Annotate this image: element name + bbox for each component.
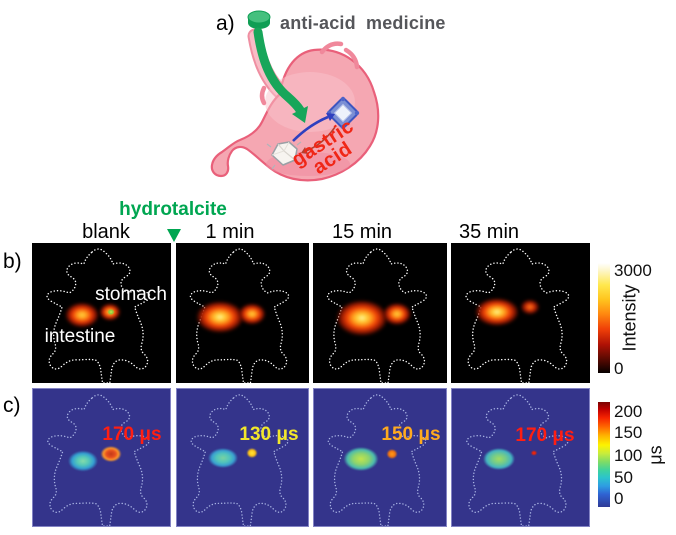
colorbar-intensity bbox=[598, 263, 610, 373]
stomach-blob bbox=[238, 303, 266, 325]
intestine-blob bbox=[475, 298, 519, 326]
lifetime-value: 130 μs bbox=[239, 424, 299, 445]
intestine-blob bbox=[65, 302, 99, 328]
colorbar-intensity-min: 0 bbox=[614, 359, 624, 378]
mouse-outline-icon bbox=[466, 394, 569, 526]
lifetime-value: 170 μs bbox=[102, 424, 162, 445]
column-header-15min: 15 min bbox=[331, 221, 393, 243]
nanoparticle-blue-icon bbox=[326, 96, 360, 130]
panel-c-label: c) bbox=[3, 394, 21, 417]
mouse-outline-icon bbox=[465, 248, 570, 383]
green-arrow-icon bbox=[253, 27, 308, 123]
stomach-blob bbox=[246, 448, 258, 458]
motion-arc-icon bbox=[343, 47, 360, 70]
column-header-blank: blank bbox=[82, 221, 130, 243]
mouse-outline-icon bbox=[190, 394, 289, 526]
stomach-blob bbox=[100, 446, 122, 462]
motion-arc-icon bbox=[259, 85, 267, 106]
intestine-blob bbox=[336, 300, 388, 336]
stomach-blob-core bbox=[107, 309, 115, 315]
colorbar-lifetime-tick: 50 bbox=[614, 468, 633, 487]
nanoparticle-white-icon bbox=[266, 141, 303, 170]
intestine-blob bbox=[343, 447, 379, 471]
colorbar-lifetime bbox=[598, 402, 610, 507]
injection-marker-icon bbox=[167, 229, 181, 242]
stomach-blob bbox=[386, 449, 398, 459]
scan-b-15min bbox=[313, 243, 447, 383]
colorbar-lifetime-tick: 0 bbox=[614, 489, 624, 508]
intestine-blob bbox=[196, 301, 244, 333]
organ-label-intestine: intestine bbox=[44, 326, 116, 347]
stomach-blob bbox=[531, 450, 537, 456]
colorbar-lifetime-tick: 150 bbox=[614, 423, 643, 442]
stomach-illustration bbox=[210, 10, 380, 182]
scan-b-blank: stomach intestine bbox=[32, 243, 171, 383]
acid-return-arrow-icon bbox=[301, 126, 336, 154]
lifetime-value: 150 μs bbox=[381, 424, 441, 445]
colorbar-intensity-title: Intensity bbox=[619, 284, 640, 352]
scan-c-blank: 170 μs bbox=[32, 388, 171, 527]
antacid-pill-icon bbox=[247, 10, 271, 29]
acid-neutralize-arrow-icon bbox=[292, 113, 335, 142]
scan-c-1min: 130 μs bbox=[176, 388, 309, 527]
organ-label-stomach: stomach bbox=[95, 284, 167, 305]
colorbar-lifetime-tick: 200 bbox=[614, 402, 643, 421]
column-header-35min: 35 min bbox=[458, 221, 520, 243]
stomach-blob bbox=[383, 303, 411, 325]
column-header-1min: 1 min bbox=[205, 221, 255, 243]
medicine-label: anti-acid medicine bbox=[280, 13, 446, 33]
colorbar-lifetime-tick: 100 bbox=[614, 446, 643, 465]
colorbar-intensity-max: 3000 bbox=[614, 261, 652, 280]
mouse-outline-icon bbox=[327, 394, 427, 526]
intestine-blob bbox=[483, 448, 515, 470]
colorbar-lifetime-title: μs bbox=[645, 445, 666, 465]
scan-c-15min: 150 μs bbox=[313, 388, 447, 527]
scan-b-35min bbox=[451, 243, 590, 383]
stomach-blob bbox=[520, 299, 540, 315]
intestine-blob bbox=[68, 450, 98, 472]
scan-c-35min: 170 μs bbox=[451, 388, 590, 527]
panel-a-label: a) bbox=[216, 12, 235, 35]
scan-b-1min bbox=[176, 243, 309, 383]
panel-b-label: b) bbox=[3, 250, 22, 273]
motion-arc-icon bbox=[319, 41, 344, 55]
intestine-blob bbox=[208, 448, 238, 468]
lifetime-value: 170 μs bbox=[515, 425, 575, 446]
hydrotalcite-label: hydrotalcite bbox=[119, 199, 227, 220]
